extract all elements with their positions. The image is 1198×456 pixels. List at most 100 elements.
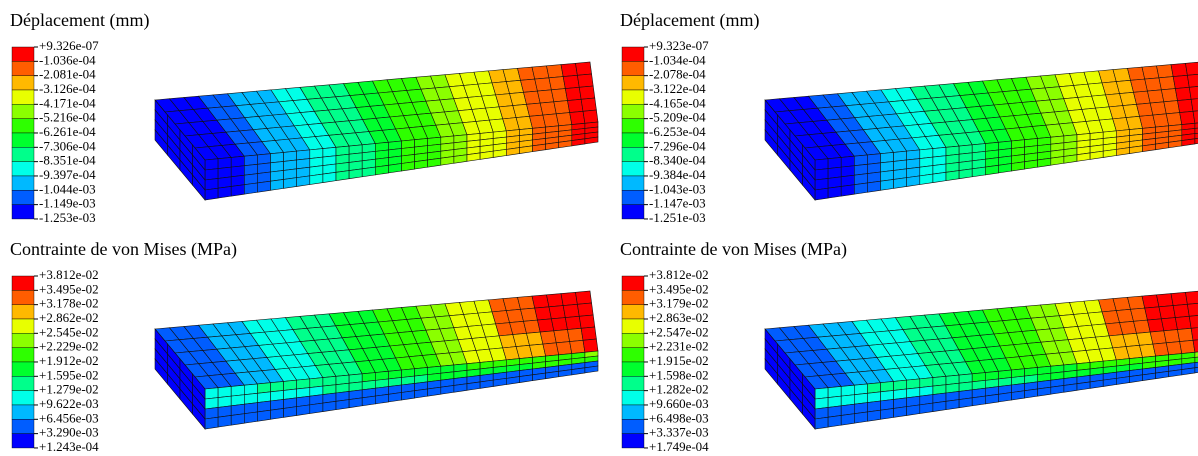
mesh-cell [854,412,867,423]
legend-label: -3.126e-04 [39,81,96,96]
mesh-cell [867,410,880,421]
mesh-cell [415,160,428,169]
panel: Déplacement (mm)+9.323e-07-1.034e-04-2.0… [620,10,1198,225]
legend-swatch [12,376,34,390]
mesh-cell [428,158,441,167]
mesh-cell [1153,114,1169,127]
mesh-cell [1177,99,1193,112]
legend-label: +1.282e-02 [649,382,709,397]
mesh-cell [563,304,579,317]
mesh-cell [1189,86,1198,99]
mesh-cell [551,89,567,102]
mesh-cell [854,384,867,395]
legend-label: -7.296e-04 [649,138,706,153]
legend-label: +3.495e-02 [649,281,709,296]
mesh-cell [815,188,828,200]
mesh-cell [336,400,349,410]
mesh-cell [959,169,972,179]
legend-label: +1.598e-02 [649,367,709,382]
mesh-cell [310,403,323,413]
mesh-cell [907,176,920,187]
mesh-cell [583,110,598,123]
mesh-cell [1128,67,1145,80]
mesh-cell [205,188,218,200]
mesh-cell [480,380,493,388]
legend-swatch [12,391,34,405]
mesh-cell [518,296,535,309]
mesh-cell [972,396,985,406]
mesh-cell [547,65,564,78]
mesh-cell [1064,384,1077,393]
mesh-cell [959,398,972,408]
mesh-cell [257,383,270,394]
mesh-cell [828,157,841,168]
legend-label: -4.171e-04 [39,95,96,110]
mesh-cell [271,381,284,391]
legend-label: +3.290e-03 [39,425,99,440]
mesh-cell [1142,66,1159,79]
mesh-cell [454,384,467,393]
mesh-cell [1187,74,1198,87]
panel: Contrainte de von Mises (MPa)+3.812e-02+… [10,239,598,454]
mesh-cell [1161,89,1177,102]
mesh-cell [388,393,401,402]
legend-swatch [12,419,34,433]
mesh-cell [244,412,257,423]
mesh-cell [556,342,572,355]
mesh-cell [493,378,506,386]
mesh-cell [579,315,595,328]
legend-swatch [12,176,34,190]
legend-swatch [12,434,34,448]
legend-swatch [622,47,644,61]
legend-label: +2.863e-02 [649,310,709,325]
mesh-cell [540,102,556,115]
legend-label: +3.179e-02 [649,296,709,311]
mesh-cell [551,318,567,331]
mesh-cell [1128,296,1145,309]
mesh-cell [998,393,1011,402]
legend-label: +9.326e-07 [39,38,99,53]
mesh-cell [1177,328,1193,341]
mesh-cell [349,169,362,179]
mesh-cell [1150,102,1166,115]
legend-label: +6.456e-03 [39,410,99,425]
mesh-cell [567,99,583,112]
mesh-cell [1147,90,1163,103]
legend-swatch [622,76,644,90]
mesh-cell [535,78,552,91]
mesh-cell [244,384,257,395]
mesh-cell [323,401,336,411]
mesh-cell [828,396,841,407]
mesh-cell [1064,155,1077,164]
legend-label: +3.812e-02 [649,267,709,282]
mesh-cell [1157,65,1174,78]
mesh-cell [841,414,854,425]
mesh-cell [375,165,388,175]
mesh-cell [881,408,894,419]
legend-label: -1.036e-04 [39,52,96,67]
legend-label: -2.078e-04 [649,67,706,82]
legend-label: -9.384e-04 [649,167,706,182]
legend-swatch [622,162,644,176]
mesh-cell [815,159,828,170]
legend-swatch [622,119,644,133]
legend-swatch [12,162,34,176]
mesh-cell [570,340,585,353]
legend-label: -2.081e-04 [39,67,96,82]
mesh-cell [561,292,577,305]
mesh-cell [581,98,596,111]
mesh-cell [244,183,257,194]
mesh-cell [1150,331,1166,344]
legend-label: -5.216e-04 [39,110,96,125]
mesh-cell [828,186,841,198]
mesh-cell [362,396,375,406]
panel-title: Contrainte de von Mises (MPa) [10,239,237,260]
mesh-cell [218,386,231,397]
mesh-cell [920,403,933,413]
mesh-cell [1103,149,1116,157]
mesh-cell [297,405,310,416]
mesh-cell [257,181,270,192]
mesh-cell [415,389,428,398]
mesh-cell [1161,318,1177,331]
mesh-cell [1145,78,1162,91]
